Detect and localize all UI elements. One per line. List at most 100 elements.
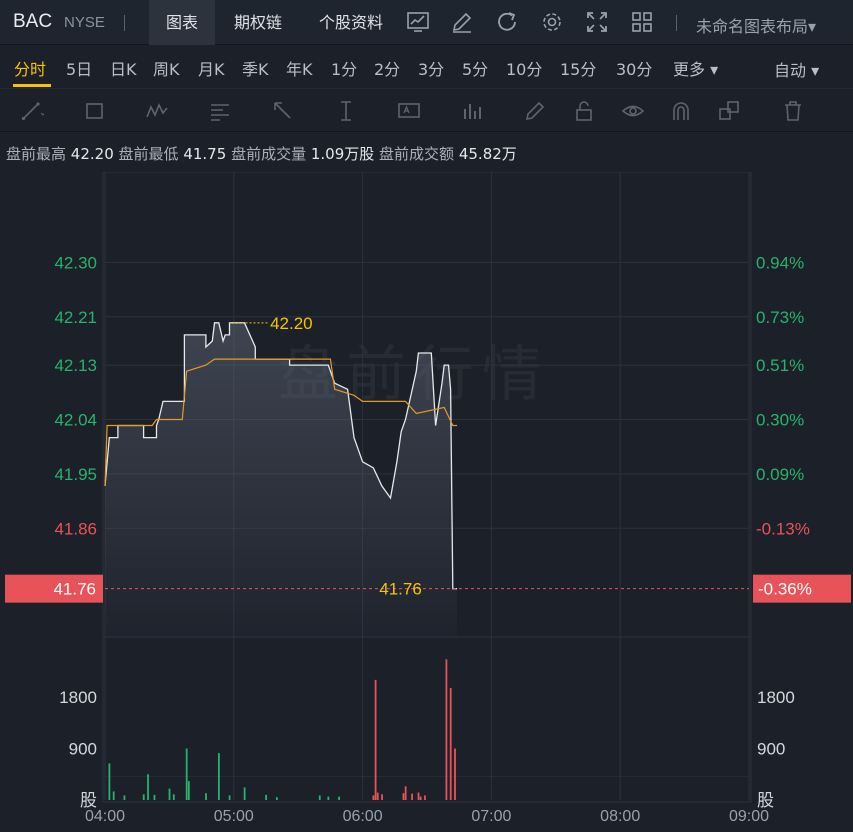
price-tick-label: 42.21 <box>54 308 97 327</box>
period-yearly[interactable]: 年K <box>286 60 313 79</box>
period-weekly[interactable]: 周K <box>153 60 180 79</box>
eye-icon[interactable] <box>621 99 645 123</box>
price-tick-label: 42.04 <box>54 411 97 430</box>
price-tick-label: 42.13 <box>54 356 97 375</box>
volume-tick-label: 900 <box>69 740 97 759</box>
volume-bar <box>318 795 321 800</box>
percent-tick-label: 0.51% <box>756 356 804 375</box>
volume-bar <box>205 793 207 800</box>
lock-icon[interactable] <box>572 99 596 123</box>
volume-bar <box>123 795 126 800</box>
volume-bar <box>417 792 420 800</box>
refresh-icon[interactable] <box>495 10 519 34</box>
volume-unit-label: 股 <box>80 791 97 810</box>
active-period-underline <box>13 84 51 87</box>
time-tick-label: 04:00 <box>85 808 125 825</box>
period-more[interactable]: 更多 ▾ <box>673 60 719 79</box>
period-10min[interactable]: 10分 <box>506 60 543 79</box>
volume-bar <box>454 748 456 800</box>
volume-bar <box>381 794 383 800</box>
divider <box>124 15 125 31</box>
tab-chart[interactable]: 图表 <box>149 0 215 45</box>
intraday-chart[interactable]: 42.20 41.76 41.76 -0.36% 42.30 0.94% 42.21 0.73… <box>0 172 853 832</box>
volume-bar <box>445 659 448 800</box>
volume-bar <box>172 794 175 800</box>
time-tick-label: 09:00 <box>729 808 769 825</box>
time-tick-label: 08:00 <box>600 808 640 825</box>
low-marker-label: 41.76 <box>379 580 422 599</box>
last-change-badge <box>753 574 851 603</box>
percent-tick-label: 0.30% <box>756 411 804 430</box>
volume-bar <box>376 792 379 800</box>
premarket-high-label: 盘前最高 <box>6 145 67 163</box>
period-5min[interactable]: 5分 <box>462 60 489 79</box>
price-area <box>105 322 458 637</box>
volume-bar <box>168 788 171 800</box>
volume-bar <box>142 794 145 800</box>
price-tick-label: 41.86 <box>54 519 97 538</box>
text-lines-icon[interactable] <box>208 99 232 123</box>
volume-bar <box>153 794 156 800</box>
period-15min[interactable]: 15分 <box>560 60 597 79</box>
period-5d[interactable]: 5日 <box>66 60 93 79</box>
volume-bar <box>265 794 267 800</box>
settings-icon[interactable] <box>540 10 564 34</box>
high-marker-label: 42.20 <box>270 314 313 333</box>
volume-bar <box>449 687 452 800</box>
volume-bar <box>424 795 426 800</box>
average-price-line <box>104 358 458 487</box>
layers-icon[interactable] <box>717 99 741 123</box>
premarket-amount-label: 盘前成交额 <box>379 145 455 163</box>
exchange-label: NYSE <box>64 14 105 31</box>
volume-bar <box>228 795 231 800</box>
period-quarterly[interactable]: 季K <box>242 60 269 79</box>
tab-company-profile[interactable]: 个股资料 <box>318 13 383 32</box>
volume-unit-label: 股 <box>757 791 774 810</box>
period-bar: 分时 5日 日K 周K 月K 季K 年K 1分 2分 3分 5分 10分 15分… <box>0 45 853 87</box>
vertical-line-icon[interactable] <box>334 99 358 123</box>
period-monthly[interactable]: 月K <box>198 60 225 79</box>
period-30min[interactable]: 30分 <box>616 60 653 79</box>
volume-bar <box>217 753 220 800</box>
time-tick-label: 05:00 <box>214 808 254 825</box>
auto-scale-selector[interactable]: 自动 ▾ <box>774 61 820 80</box>
time-tick-label: 07:00 <box>471 808 511 825</box>
wave-pattern-icon[interactable] <box>145 99 169 123</box>
trend-line-icon[interactable] <box>20 99 44 123</box>
period-1min[interactable]: 1分 <box>331 60 358 79</box>
fullscreen-icon[interactable] <box>585 10 609 34</box>
period-3min[interactable]: 3分 <box>418 60 445 79</box>
bar-indicator-icon[interactable] <box>460 99 484 123</box>
edit-icon[interactable] <box>450 10 474 34</box>
volume-bar <box>147 774 149 800</box>
chart-line-icon[interactable] <box>406 10 430 34</box>
period-2min[interactable]: 2分 <box>374 60 401 79</box>
tab-options-chain[interactable]: 期权链 <box>233 13 282 32</box>
percent-tick-label: 0.09% <box>756 465 804 484</box>
grid-layout-icon[interactable] <box>630 10 654 34</box>
layout-selector[interactable]: 未命名图表布局▾ <box>696 17 817 36</box>
arrow-icon[interactable] <box>271 99 295 123</box>
magnet-icon[interactable] <box>669 99 693 123</box>
price-line[interactable] <box>104 322 458 590</box>
premarket-volume-value: 1.09万股 <box>310 145 375 163</box>
volume-bar <box>327 796 330 800</box>
price-tick-label: 42.30 <box>54 253 97 272</box>
period-intraday[interactable]: 分时 <box>14 60 47 79</box>
percent-tick-label: 0.94% <box>756 253 804 272</box>
trash-icon[interactable] <box>781 99 805 123</box>
volume-bar <box>112 791 115 800</box>
rectangle-icon[interactable] <box>83 99 107 123</box>
volume-bar <box>404 786 407 800</box>
volume-bar <box>411 793 413 800</box>
volume-bar <box>402 793 405 800</box>
premarket-low-label: 盘前最低 <box>118 145 179 163</box>
percent-tick-label: -0.13% <box>756 519 810 538</box>
text-box-icon[interactable] <box>397 99 421 123</box>
time-tick-label: 06:00 <box>343 808 383 825</box>
volume-bar <box>187 781 190 800</box>
period-daily[interactable]: 日K <box>110 60 137 79</box>
last-price-value: 41.76 <box>53 580 96 599</box>
pencil-icon[interactable] <box>523 99 547 123</box>
last-change-value: -0.36% <box>758 580 812 599</box>
